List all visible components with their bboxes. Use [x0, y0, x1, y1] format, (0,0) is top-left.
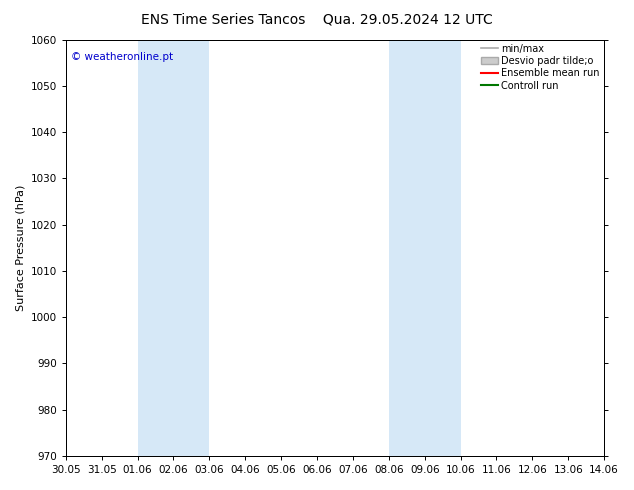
- Bar: [389, 40, 460, 456]
- Bar: [138, 40, 209, 456]
- Text: © weatheronline.pt: © weatheronline.pt: [71, 52, 173, 62]
- Legend: min/max, Desvio padr tilde;o, Ensemble mean run, Controll run: min/max, Desvio padr tilde;o, Ensemble m…: [479, 42, 602, 93]
- Y-axis label: Surface Pressure (hPa): Surface Pressure (hPa): [15, 185, 25, 311]
- Text: ENS Time Series Tancos    Qua. 29.05.2024 12 UTC: ENS Time Series Tancos Qua. 29.05.2024 1…: [141, 12, 493, 26]
